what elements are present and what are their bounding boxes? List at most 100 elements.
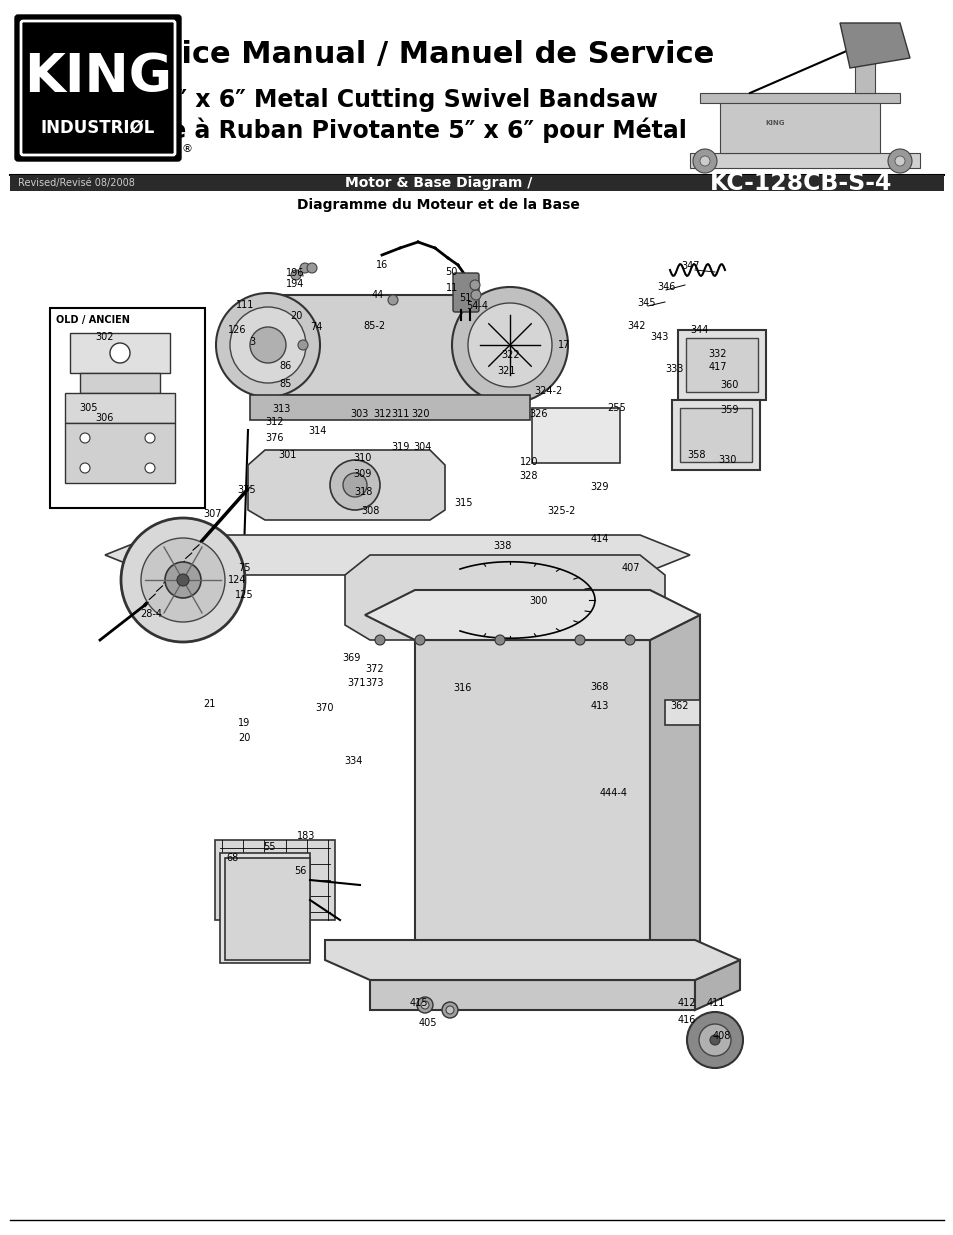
Text: 372: 372 [365, 664, 384, 674]
FancyBboxPatch shape [65, 424, 174, 483]
FancyBboxPatch shape [214, 840, 335, 920]
Text: 75: 75 [237, 563, 250, 573]
Text: 50: 50 [444, 267, 456, 277]
Polygon shape [268, 295, 510, 395]
Text: 85: 85 [279, 379, 292, 389]
Text: 125: 125 [234, 590, 253, 600]
Circle shape [686, 1011, 742, 1068]
Circle shape [709, 1035, 720, 1045]
Text: 413: 413 [590, 701, 609, 711]
Text: 124: 124 [228, 576, 246, 585]
Circle shape [416, 997, 433, 1013]
Circle shape [468, 303, 552, 387]
Text: 301: 301 [278, 450, 297, 459]
Circle shape [887, 149, 911, 173]
Circle shape [291, 270, 301, 280]
FancyBboxPatch shape [70, 333, 170, 373]
Polygon shape [345, 555, 664, 640]
Circle shape [141, 538, 225, 622]
Circle shape [495, 635, 504, 645]
Text: 376: 376 [266, 433, 284, 443]
Circle shape [145, 463, 154, 473]
Circle shape [388, 295, 397, 305]
FancyBboxPatch shape [453, 273, 478, 312]
Polygon shape [649, 615, 700, 981]
FancyBboxPatch shape [10, 175, 943, 191]
Text: 312: 312 [374, 409, 392, 419]
Text: 375: 375 [237, 485, 256, 495]
Text: 21: 21 [203, 699, 215, 709]
Text: Motor & Base Diagram /: Motor & Base Diagram / [345, 177, 532, 190]
Text: 325-2: 325-2 [547, 506, 576, 516]
Text: 322: 322 [501, 350, 519, 359]
Text: 312: 312 [266, 417, 284, 427]
Text: 306: 306 [95, 412, 114, 424]
Circle shape [470, 280, 479, 290]
Circle shape [80, 463, 90, 473]
FancyBboxPatch shape [678, 330, 765, 400]
Circle shape [165, 562, 201, 598]
Text: Diagramme du Moteur et de la Base: Diagramme du Moteur et de la Base [297, 198, 579, 212]
Text: 358: 358 [687, 450, 705, 459]
Circle shape [624, 635, 635, 645]
Text: 54-4: 54-4 [465, 301, 488, 311]
Text: 311: 311 [392, 409, 410, 419]
Polygon shape [250, 395, 530, 420]
Text: Service Manual / Manuel de Service: Service Manual / Manuel de Service [104, 41, 714, 69]
Polygon shape [105, 535, 689, 576]
Text: 126: 126 [228, 325, 246, 335]
FancyBboxPatch shape [15, 15, 181, 161]
Text: INDUSTRIØL: INDUSTRIØL [41, 119, 155, 136]
Text: 407: 407 [621, 563, 639, 573]
Text: 444-4: 444-4 [599, 788, 627, 798]
Text: 307: 307 [204, 509, 222, 519]
Text: OLD / ANCIEN: OLD / ANCIEN [56, 315, 130, 325]
Text: 16: 16 [375, 261, 388, 270]
FancyBboxPatch shape [679, 408, 751, 462]
Text: 85-2: 85-2 [362, 321, 385, 331]
FancyBboxPatch shape [65, 393, 174, 424]
Polygon shape [700, 93, 899, 103]
Text: 417: 417 [708, 362, 726, 372]
Text: 324-2: 324-2 [534, 387, 561, 396]
Text: 362: 362 [670, 701, 688, 711]
Circle shape [177, 574, 189, 585]
Text: 405: 405 [418, 1018, 436, 1028]
Text: 20: 20 [237, 734, 250, 743]
Circle shape [297, 340, 308, 350]
Text: 373: 373 [365, 678, 384, 688]
Text: 332: 332 [708, 350, 726, 359]
Circle shape [894, 156, 904, 165]
Circle shape [692, 149, 717, 173]
Text: 360: 360 [720, 380, 739, 390]
Text: 11: 11 [445, 283, 457, 293]
Text: 255: 255 [607, 403, 626, 412]
Text: 359: 359 [720, 405, 739, 415]
FancyBboxPatch shape [50, 308, 205, 508]
Text: 415: 415 [410, 998, 428, 1008]
Circle shape [699, 1024, 730, 1056]
Text: 371: 371 [348, 678, 366, 688]
Polygon shape [415, 640, 649, 981]
Text: 326: 326 [529, 409, 548, 419]
Text: 86: 86 [279, 361, 292, 370]
Text: 305: 305 [80, 403, 98, 412]
Text: 300: 300 [529, 597, 548, 606]
Text: 334: 334 [344, 756, 363, 766]
Text: 313: 313 [273, 404, 291, 414]
FancyBboxPatch shape [220, 853, 310, 963]
Text: 346: 346 [658, 282, 676, 291]
Circle shape [110, 343, 130, 363]
Circle shape [299, 263, 310, 273]
Text: 44: 44 [372, 290, 384, 300]
Circle shape [700, 156, 709, 165]
Circle shape [80, 433, 90, 443]
Circle shape [230, 308, 306, 383]
Polygon shape [840, 23, 909, 68]
Text: 120: 120 [519, 457, 537, 467]
Text: 196: 196 [286, 268, 304, 278]
Text: 321: 321 [497, 366, 516, 375]
Circle shape [215, 293, 319, 396]
Text: 3: 3 [249, 337, 254, 347]
Text: 369: 369 [342, 653, 361, 663]
